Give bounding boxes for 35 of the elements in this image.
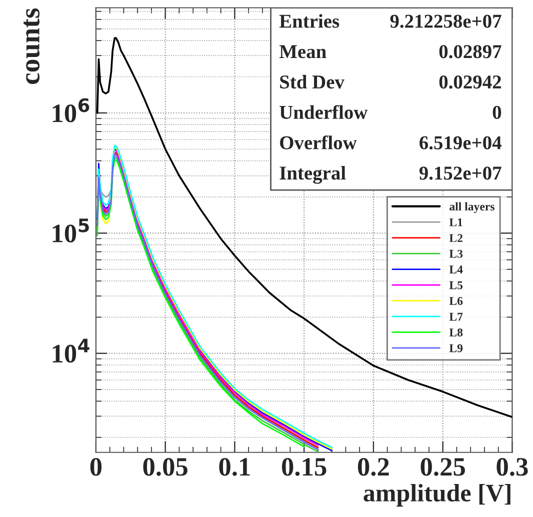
annotation: 9.212258e+07 — [390, 14, 502, 28]
line-series — [96, 37, 512, 418]
y-tick-label: 10$^{6}$ — [52, 98, 90, 122]
x-tick-label: 0.05 — [143, 458, 188, 476]
annotation: 0.02897 — [439, 45, 502, 58]
y-axis-title: counts — [24, 8, 40, 84]
legend-label: L4 — [449, 266, 463, 274]
x-tick-label: 0.1 — [219, 458, 250, 476]
y-tick-label: 10$^{5}$ — [52, 218, 89, 242]
annotation: Overflow — [280, 135, 357, 150]
annotation: Mean — [279, 45, 326, 58]
x-tick-label: 0.25 — [420, 458, 465, 476]
annotation: Underflow — [280, 105, 368, 119]
annotation: 6.519e+04 — [420, 136, 502, 150]
legend-label: all layers — [450, 202, 494, 213]
x-axis-title: amplitude [V] — [364, 484, 510, 507]
x-tick-label: 0 — [90, 458, 102, 476]
annotation: 9.152e+07 — [419, 166, 502, 180]
annotation: Std Dev — [280, 74, 344, 89]
legend-label: L5 — [449, 281, 463, 290]
x-tick-label: 0.2 — [358, 458, 389, 476]
annotation: 0 — [492, 106, 502, 119]
annotation: Integral — [280, 166, 346, 184]
x-tick-label: 0.3 — [496, 458, 528, 476]
legend-label: L3 — [449, 250, 463, 258]
legend-label: L9 — [449, 344, 463, 352]
legend-label: L2 — [449, 234, 462, 242]
legend-label: L1 — [449, 218, 462, 226]
legend-label: L8 — [449, 328, 463, 336]
legend-label: L6 — [449, 297, 463, 305]
annotation: 0.02942 — [439, 75, 501, 89]
annotation: Entries — [279, 14, 340, 28]
y-tick-label: 10$^{4}$ — [52, 338, 90, 363]
legend-label: L7 — [449, 312, 463, 321]
x-tick-label: 0.15 — [282, 458, 326, 476]
